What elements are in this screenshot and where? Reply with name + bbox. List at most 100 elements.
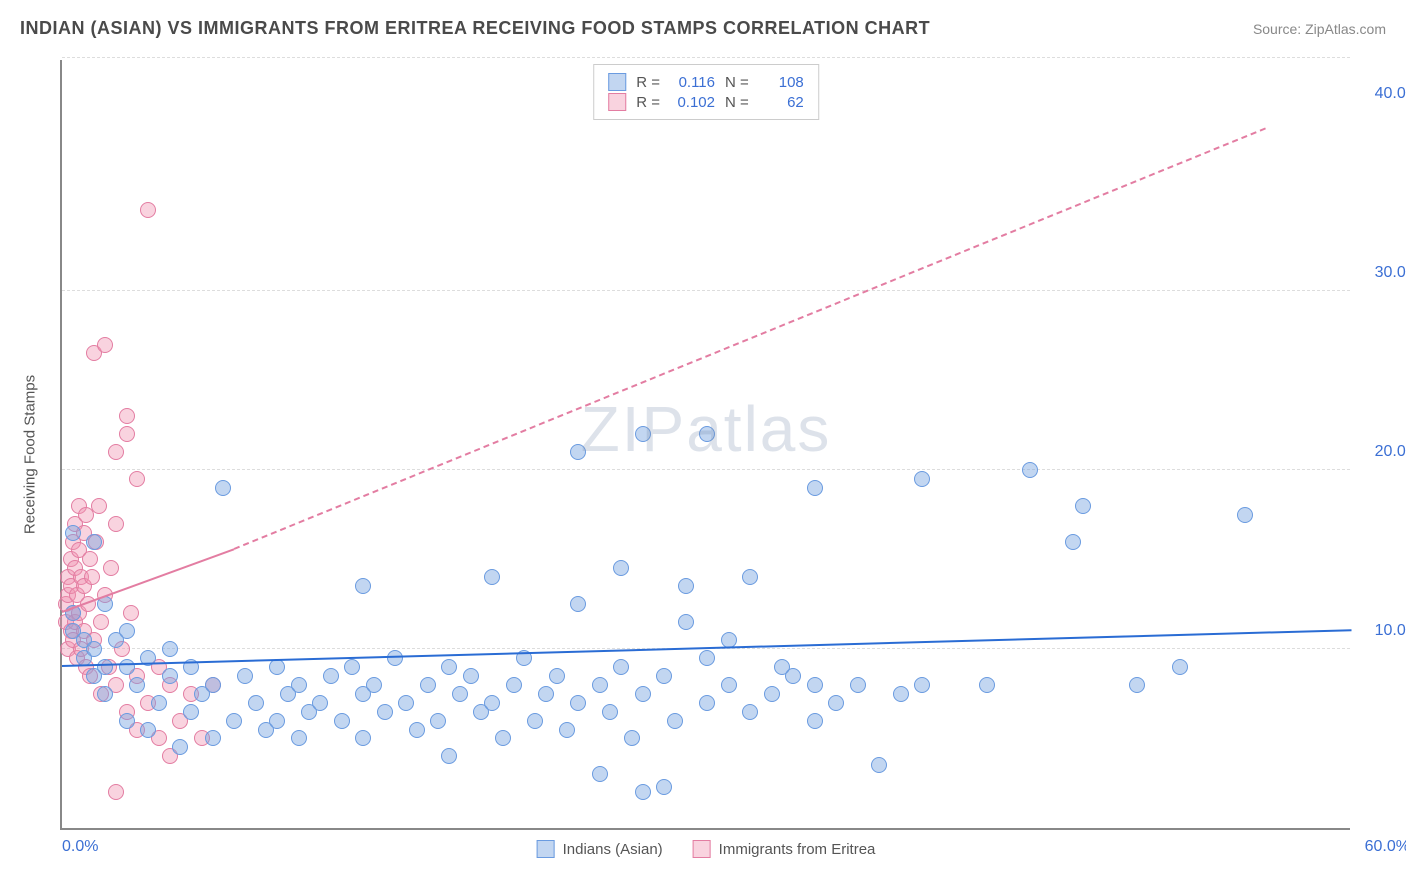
data-point — [291, 730, 307, 746]
legend-item-eritrea: Immigrants from Eritrea — [693, 840, 876, 858]
legend-swatch-eritrea — [608, 93, 626, 111]
legend-swatch-icon — [537, 840, 555, 858]
data-point — [893, 686, 909, 702]
legend-label-indians: Indians (Asian) — [563, 841, 663, 858]
legend-swatch-icon — [693, 840, 711, 858]
data-point — [355, 730, 371, 746]
y-tick-label: 20.0% — [1375, 443, 1406, 461]
data-point — [538, 686, 554, 702]
y-tick-label: 10.0% — [1375, 622, 1406, 640]
data-point — [108, 784, 124, 800]
data-point — [914, 471, 930, 487]
y-tick-label: 40.0% — [1375, 85, 1406, 103]
data-point — [742, 569, 758, 585]
grid-line — [62, 290, 1350, 291]
data-point — [721, 677, 737, 693]
data-point — [409, 722, 425, 738]
data-point — [65, 525, 81, 541]
data-point — [398, 695, 414, 711]
data-point — [119, 426, 135, 442]
data-point — [420, 677, 436, 693]
data-point — [86, 534, 102, 550]
data-point — [484, 569, 500, 585]
data-point — [215, 480, 231, 496]
data-point — [1075, 498, 1091, 514]
series-legend: Indians (Asian) Immigrants from Eritrea — [537, 840, 876, 858]
data-point — [785, 668, 801, 684]
data-point — [495, 730, 511, 746]
data-point — [602, 704, 618, 720]
data-point — [205, 730, 221, 746]
y-tick-label: 30.0% — [1375, 264, 1406, 282]
data-point — [559, 722, 575, 738]
data-point — [506, 677, 522, 693]
data-point — [119, 713, 135, 729]
y-axis-label: Receiving Food Stamps — [22, 375, 39, 534]
data-point — [97, 337, 113, 353]
chart-source: Source: ZipAtlas.com — [1253, 21, 1386, 37]
data-point — [592, 766, 608, 782]
legend-label-eritrea: Immigrants from Eritrea — [719, 841, 876, 858]
data-point — [678, 578, 694, 594]
data-point — [764, 686, 780, 702]
data-point — [441, 748, 457, 764]
data-point — [366, 677, 382, 693]
data-point — [140, 202, 156, 218]
data-point — [344, 659, 360, 675]
data-point — [484, 695, 500, 711]
data-point — [129, 677, 145, 693]
data-point — [1065, 534, 1081, 550]
data-point — [97, 659, 113, 675]
data-point — [1129, 677, 1145, 693]
legend-r-label: R = — [636, 74, 660, 91]
data-point — [82, 551, 98, 567]
data-point — [871, 757, 887, 773]
grid-line — [62, 57, 1350, 58]
legend-row-eritrea: R = 0.102 N = 62 — [608, 93, 804, 111]
data-point — [592, 677, 608, 693]
grid-line — [62, 469, 1350, 470]
data-point — [269, 713, 285, 729]
scatter-plot-area: R = 0.116 N = 108 R = 0.102 N = 62 ZIPat… — [60, 60, 1350, 830]
data-point — [334, 713, 350, 729]
data-point — [914, 677, 930, 693]
data-point — [699, 650, 715, 666]
trend-line — [234, 128, 1267, 551]
data-point — [656, 779, 672, 795]
data-point — [291, 677, 307, 693]
legend-row-indians: R = 0.116 N = 108 — [608, 73, 804, 91]
data-point — [979, 677, 995, 693]
data-point — [151, 695, 167, 711]
legend-r-value-eritrea: 0.102 — [670, 94, 715, 111]
x-tick-max: 60.0% — [1365, 838, 1406, 856]
data-point — [226, 713, 242, 729]
chart-header: INDIAN (ASIAN) VS IMMIGRANTS FROM ERITRE… — [20, 18, 1386, 39]
legend-r-value-indians: 0.116 — [670, 74, 715, 91]
chart-title: INDIAN (ASIAN) VS IMMIGRANTS FROM ERITRE… — [20, 18, 930, 39]
data-point — [656, 668, 672, 684]
data-point — [807, 677, 823, 693]
data-point — [635, 784, 651, 800]
data-point — [807, 480, 823, 496]
data-point — [699, 426, 715, 442]
data-point — [129, 471, 145, 487]
data-point — [183, 704, 199, 720]
data-point — [248, 695, 264, 711]
data-point — [699, 695, 715, 711]
data-point — [527, 713, 543, 729]
legend-swatch-indians — [608, 73, 626, 91]
data-point — [162, 641, 178, 657]
data-point — [93, 614, 109, 630]
data-point — [97, 686, 113, 702]
data-point — [667, 713, 683, 729]
data-point — [742, 704, 758, 720]
data-point — [162, 668, 178, 684]
legend-n-label: N = — [725, 74, 749, 91]
legend-item-indians: Indians (Asian) — [537, 840, 663, 858]
data-point — [1172, 659, 1188, 675]
data-point — [635, 686, 651, 702]
data-point — [123, 605, 139, 621]
data-point — [172, 739, 188, 755]
data-point — [549, 668, 565, 684]
data-point — [1237, 507, 1253, 523]
